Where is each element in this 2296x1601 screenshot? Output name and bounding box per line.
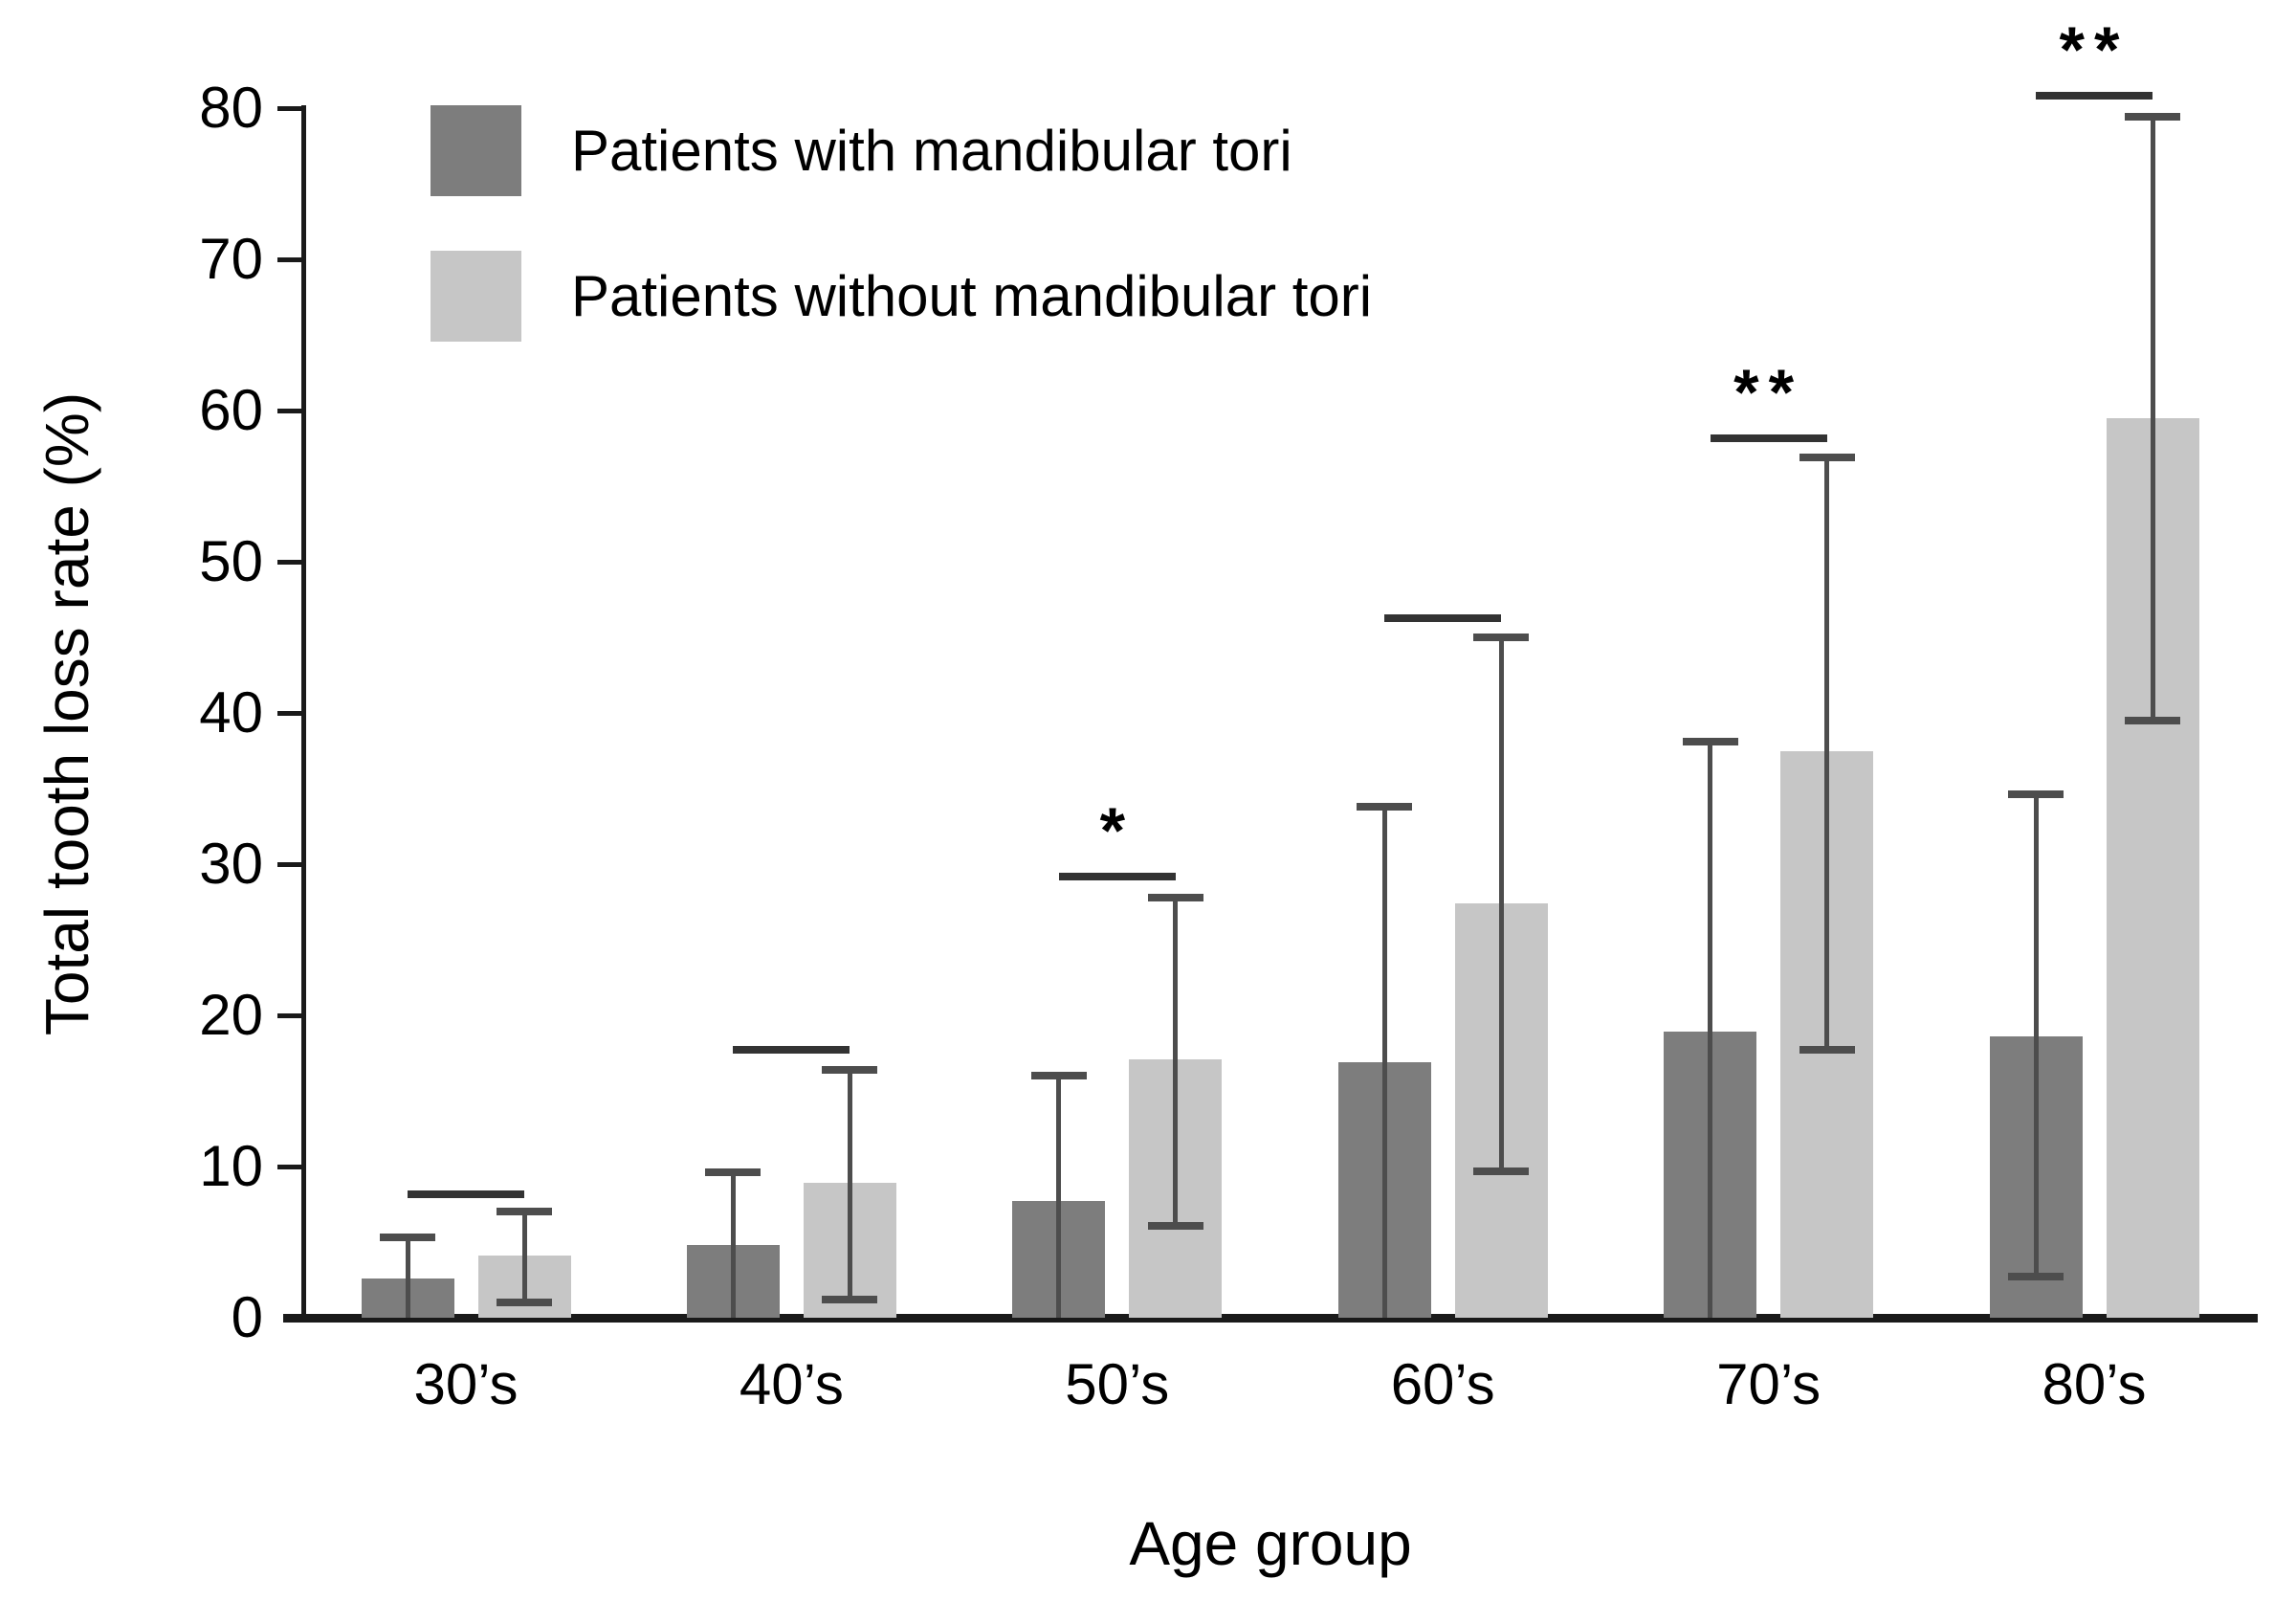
y-tick-label-10: 10: [199, 1134, 263, 1198]
error-line-with-tori-2: [1056, 1076, 1062, 1318]
significance-label-2: *: [1099, 794, 1136, 868]
error-cap-top-with-tori-5: [2008, 790, 2064, 799]
error-cap-bottom-without-tori-5: [2125, 716, 2180, 724]
y-tick-40: [277, 711, 303, 716]
error-cap-bottom-without-tori-0: [497, 1299, 552, 1307]
x-category-label-1: 40’s: [739, 1352, 844, 1416]
error-cap-top-with-tori-4: [1682, 738, 1738, 746]
error-cap-top-with-tori-2: [1030, 1072, 1087, 1080]
significance-line-5: [2036, 91, 2152, 100]
y-tick-70: [277, 257, 303, 262]
error-cap-top-without-tori-0: [497, 1208, 552, 1216]
significance-line-4: [1710, 434, 1827, 443]
x-category-label-3: 60’s: [1390, 1352, 1495, 1416]
significance-label-5: **: [2059, 12, 2130, 86]
error-line-without-tori-1: [847, 1069, 852, 1301]
y-tick-80: [277, 106, 303, 111]
y-tick-60: [277, 409, 303, 413]
error-cap-bottom-without-tori-3: [1473, 1167, 1530, 1175]
y-tick-label-40: 40: [199, 680, 263, 745]
y-tick-label-60: 60: [199, 378, 263, 442]
error-cap-top-without-tori-5: [2125, 113, 2180, 122]
x-axis-line: [283, 1314, 2258, 1323]
error-cap-top-with-tori-3: [1357, 802, 1413, 811]
x-category-label-4: 70’s: [1716, 1352, 1821, 1416]
significance-label-4: **: [1733, 356, 1804, 430]
y-tick-label-50: 50: [199, 529, 263, 593]
error-cap-bottom-without-tori-4: [1799, 1046, 1855, 1055]
x-category-label-0: 30’s: [413, 1352, 519, 1416]
y-tick-label-80: 80: [199, 76, 263, 140]
legend-label-without-tori: Patients without mandibular tori: [571, 264, 1373, 328]
error-line-without-tori-4: [1824, 456, 1830, 1051]
legend-swatch-with-tori-icon: [430, 105, 521, 196]
legend-item-with-tori: Patients with mandibular tori: [430, 105, 1372, 196]
y-tick-label-20: 20: [199, 983, 263, 1047]
error-line-without-tori-2: [1173, 897, 1179, 1226]
error-line-with-tori-4: [1708, 742, 1713, 1318]
significance-line-1: [733, 1045, 850, 1054]
significance-line-3: [1384, 614, 1502, 623]
error-cap-bottom-without-tori-1: [822, 1296, 878, 1304]
y-tick-50: [277, 560, 303, 565]
error-cap-top-without-tori-1: [822, 1065, 878, 1074]
y-tick-label-0: 0: [231, 1285, 263, 1349]
significance-line-2: [1058, 873, 1176, 881]
error-line-with-tori-3: [1381, 806, 1387, 1318]
error-line-with-tori-0: [405, 1237, 410, 1318]
error-line-without-tori-5: [2150, 117, 2155, 721]
y-tick-label-30: 30: [199, 832, 263, 896]
error-cap-top-with-tori-0: [380, 1234, 435, 1242]
error-cap-top-without-tori-4: [1799, 453, 1855, 461]
y-axis-line: [301, 105, 306, 1318]
error-line-without-tori-3: [1498, 637, 1504, 1171]
error-line-with-tori-5: [2033, 794, 2039, 1278]
error-cap-bottom-with-tori-5: [2008, 1273, 2064, 1281]
legend-swatch-without-tori-icon: [430, 251, 521, 342]
error-cap-top-without-tori-3: [1473, 634, 1530, 641]
error-cap-bottom-without-tori-2: [1147, 1221, 1203, 1230]
legend: Patients with mandibular tori Patients w…: [430, 105, 1372, 396]
y-tick-20: [277, 1013, 303, 1018]
legend-label-with-tori: Patients with mandibular tori: [571, 119, 1292, 183]
x-axis-title: Age group: [1129, 1509, 1412, 1578]
y-tick-30: [277, 862, 303, 867]
y-tick-label-70: 70: [199, 227, 263, 291]
x-category-label-5: 80’s: [2042, 1352, 2147, 1416]
y-tick-10: [277, 1165, 303, 1169]
error-line-with-tori-1: [730, 1172, 736, 1318]
x-category-label-2: 50’s: [1065, 1352, 1170, 1416]
error-cap-top-with-tori-1: [705, 1168, 762, 1177]
significance-line-0: [408, 1190, 524, 1199]
error-cap-top-without-tori-2: [1147, 893, 1203, 901]
error-line-without-tori-0: [521, 1212, 527, 1303]
legend-item-without-tori: Patients without mandibular tori: [430, 251, 1372, 342]
